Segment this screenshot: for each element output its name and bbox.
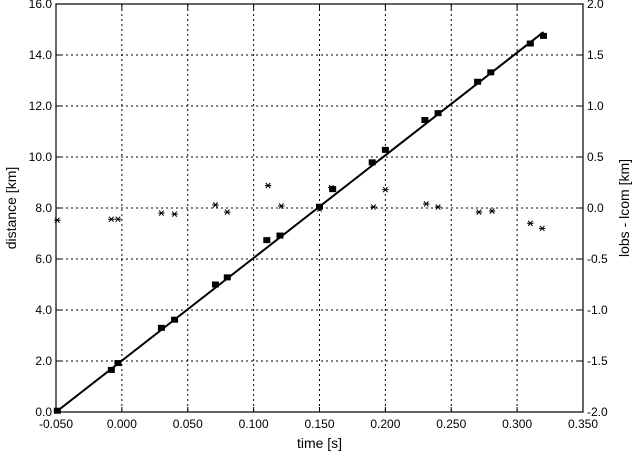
residual-point xyxy=(527,220,534,227)
y-right-tick-label: 1.0 xyxy=(587,99,604,113)
residual-point xyxy=(114,216,122,223)
residual-point xyxy=(158,210,165,216)
distance-point xyxy=(263,237,271,244)
y-left-tick-label: 8.0 xyxy=(35,201,52,215)
distance-point xyxy=(539,32,547,39)
residual-point-stroke xyxy=(158,210,165,216)
distance-point xyxy=(526,40,534,47)
residual-point-stroke xyxy=(370,204,377,210)
residual-point xyxy=(224,209,231,215)
residual-point-stroke xyxy=(224,209,230,215)
y-axis-label-right: lobs - lcom [km] xyxy=(616,159,632,257)
residual-point xyxy=(475,209,483,215)
residual-point xyxy=(316,206,323,212)
y-right-tick-label: -0.5 xyxy=(587,252,608,266)
ticks: -0.050 0.000 0.050 0.100 0.150 0.200 0.250 0.30… xyxy=(29,0,608,431)
residual-point xyxy=(382,186,389,193)
residual-point xyxy=(212,202,219,208)
residual-point xyxy=(434,204,442,210)
y-right-tick-label: 2.0 xyxy=(587,0,604,11)
x-tick-label: 0.200 xyxy=(370,417,400,431)
y-left-tick-label: 6.0 xyxy=(35,252,52,266)
y-left-tick-label: 4.0 xyxy=(35,303,52,317)
residual-point xyxy=(278,203,285,209)
residual-point-stroke xyxy=(328,184,334,191)
y-right-tick-label: 0.0 xyxy=(587,201,604,215)
distance-point xyxy=(474,78,482,85)
distance-point xyxy=(276,232,284,239)
distance-point xyxy=(53,407,61,414)
distance-point xyxy=(381,146,389,153)
x-tick-label: 0.050 xyxy=(173,417,203,431)
y-left-tick-label: 12.0 xyxy=(29,99,53,113)
y-right-tick-label: -1.5 xyxy=(587,354,608,368)
x-tick-label: 0.350 xyxy=(568,417,598,431)
residual-point-stroke xyxy=(489,208,495,214)
distance-point xyxy=(434,110,442,117)
residual-point-stroke xyxy=(108,216,114,223)
x-tick-label: -0.050 xyxy=(39,417,73,431)
distance-point xyxy=(487,69,495,76)
residual-point-stroke xyxy=(476,209,482,215)
distance-point xyxy=(171,316,179,323)
residual-point-stroke xyxy=(539,225,545,232)
y-right-tick-label: 0.5 xyxy=(587,150,604,164)
residual-point xyxy=(423,201,430,207)
distance-point xyxy=(368,159,376,166)
residual-point-stroke xyxy=(316,206,323,212)
distance-point xyxy=(223,274,231,281)
residual-point-stroke xyxy=(212,202,219,208)
residual-point-stroke xyxy=(527,220,533,227)
x-tick-label: 0.100 xyxy=(239,417,269,431)
distance-point xyxy=(421,117,429,124)
y-left-tick-label: 14.0 xyxy=(29,48,53,62)
y-right-tick-label: -1.0 xyxy=(587,303,608,317)
distance-point xyxy=(114,360,122,367)
residual-point-stroke xyxy=(278,203,284,209)
residual-point-stroke xyxy=(435,204,441,210)
y-left-tick-label: 10.0 xyxy=(29,150,53,164)
fit-line xyxy=(55,31,545,413)
x-tick-label: 0.000 xyxy=(107,417,137,431)
y-right-tick-label: -2.0 xyxy=(587,405,608,419)
residual-point xyxy=(108,216,115,223)
residual-point-stroke xyxy=(382,186,388,193)
distance-point xyxy=(157,324,165,331)
x-tick-label: 0.300 xyxy=(502,417,532,431)
grid xyxy=(56,4,583,412)
residual-point-stroke xyxy=(115,216,121,223)
fit-line-series xyxy=(55,31,545,413)
residual-point xyxy=(488,208,496,214)
x-tick-label: 0.250 xyxy=(436,417,466,431)
y-right-tick-label: 1.5 xyxy=(587,48,604,62)
distance-point xyxy=(107,366,115,373)
residual-point xyxy=(538,225,546,232)
y-left-tick-label: 2.0 xyxy=(35,354,52,368)
residual-point xyxy=(370,204,377,210)
y-left-tick-label: 0.0 xyxy=(35,405,52,419)
y-left-tick-label: 16.0 xyxy=(29,0,53,11)
distance-point xyxy=(316,203,323,210)
residual-point-stroke xyxy=(423,201,429,207)
x-axis-label: time [s] xyxy=(297,435,342,451)
residual-series xyxy=(54,182,546,232)
plot-frame xyxy=(55,3,584,413)
residual-point-stroke xyxy=(171,211,178,218)
residual-point-stroke xyxy=(265,182,271,189)
residual-point xyxy=(328,184,335,191)
y-axis-label-left: distance [km] xyxy=(3,167,19,249)
residual-point xyxy=(171,211,178,218)
distance-point xyxy=(211,281,219,288)
x-tick-label: 0.150 xyxy=(304,417,334,431)
residual-point xyxy=(264,182,272,189)
